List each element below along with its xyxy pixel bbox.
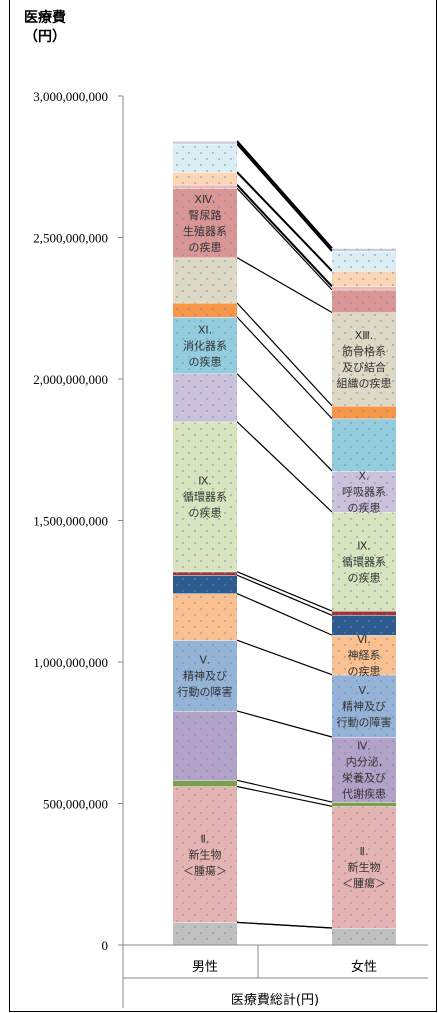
bar-segment-texture: [332, 270, 396, 287]
connector-line: [236, 592, 333, 636]
bar-segment-texture: [173, 317, 237, 374]
connector-line: [236, 921, 333, 929]
segment-label: Ⅹ.呼吸器系の疾患: [342, 469, 386, 514]
y-tick-label: 1,000,000,000: [33, 655, 108, 670]
bar-segment-texture: [332, 512, 396, 612]
segment-label: Ⅸ.循環器系の疾患: [183, 475, 227, 520]
connector-line: [236, 785, 333, 807]
bar-segment-texture: [332, 674, 396, 737]
y-tick-label: 2,500,000,000: [33, 231, 108, 246]
bar-segment-texture: [173, 593, 237, 641]
bar-segment-texture: [332, 802, 396, 807]
connector-line: [236, 184, 333, 288]
bar-segment-texture: [173, 172, 237, 185]
bar-segment-texture: [332, 635, 396, 675]
bar-segment-texture: [173, 421, 237, 572]
bar-segment-texture: [173, 373, 237, 422]
connector-line: [236, 187, 333, 291]
y-axis-title-line: （円）: [24, 29, 66, 45]
x-category-label: 男性: [192, 960, 218, 975]
connector-line: [236, 421, 333, 513]
segment-label: Ⅴ.精神及び行動の障害: [178, 654, 233, 699]
connector-line: [236, 574, 333, 616]
axes: 0 500,000,000 1,000,000,000 1,500,000,000 2,…: [33, 89, 428, 1008]
connector-line: [236, 710, 333, 738]
bar-segment-texture: [173, 780, 237, 787]
bar-segment-texture: [173, 575, 237, 594]
bar-segment-texture: [332, 418, 396, 471]
bar-segment-texture: [332, 312, 396, 406]
x-axis-title: 医療費総計(円): [231, 992, 319, 1008]
y-axis-title: 医療費 （円）: [24, 9, 66, 47]
bar-segment-texture: [173, 571, 237, 576]
bar-segment-texture: [332, 248, 396, 252]
bar-segment-texture: [332, 286, 396, 290]
bar-segment-texture: [173, 710, 237, 781]
segment-label: ⅩⅢ.筋骨格系及び結合組織の疾患: [337, 329, 392, 390]
bar-segment-texture: [332, 615, 396, 636]
bar-segment-texture: [332, 611, 396, 616]
bar-segment-texture: [173, 188, 237, 258]
y-tick-label: 500,000,000: [43, 797, 108, 812]
y-tick-label: 0: [102, 938, 109, 953]
segment-label: Ⅵ.神経系の疾患: [348, 633, 381, 678]
connector-line: [236, 639, 333, 676]
connector-line: [236, 373, 333, 472]
segment-label: Ⅸ.循環器系の疾患: [342, 540, 386, 585]
bar-segment-texture: [332, 736, 396, 803]
segment-label: ⅩⅠ.消化器系の疾患: [183, 323, 227, 368]
bar-segment-texture: [173, 922, 237, 945]
bar-segment-texture: [173, 640, 237, 711]
segment-label: ⅩⅣ.腎尿路生殖器系の疾患: [183, 193, 227, 254]
y-tick-label: 2,000,000,000: [33, 372, 108, 387]
bar-segment-texture: [173, 140, 237, 144]
connector-line: [236, 257, 333, 314]
connector-line: [236, 571, 333, 612]
bar-segment-texture: [332, 405, 396, 419]
segment-label: Ⅴ.精神及び行動の障害: [337, 684, 392, 729]
connector-line: [236, 316, 333, 420]
connector-line: [236, 140, 333, 249]
bar-segment-texture: [332, 806, 396, 929]
connector-line: [236, 143, 333, 252]
connector-line: [236, 302, 333, 407]
segment-labels: Ⅱ.新生物＜腫瘍＞ Ⅱ.新生物＜腫瘍＞ Ⅳ.内分泌,栄養及び代謝疾患 Ⅴ.精神及び行動…: [178, 193, 392, 890]
bar-segments: [173, 140, 396, 945]
y-tick-label: 3,000,000,000: [33, 89, 108, 104]
segment-label: Ⅱ.新生物＜腫瘍＞: [183, 832, 227, 877]
segment-label: Ⅱ.新生物＜腫瘍＞: [342, 845, 386, 890]
connector-lines: [236, 140, 333, 929]
connector-line: [236, 779, 333, 803]
bar-segment-texture: [173, 184, 237, 189]
x-category-label: 女性: [351, 959, 377, 975]
connector-line: [236, 171, 333, 272]
bar-segment-texture: [173, 143, 237, 173]
bar-segment-texture: [173, 257, 237, 303]
segment-label: Ⅳ.内分泌,栄養及び代謝疾患: [342, 740, 386, 801]
bar-segment-texture: [332, 289, 396, 313]
y-axis-title-line: 医療費: [24, 10, 66, 26]
bar-segment-texture: [173, 302, 237, 318]
bar-segment-texture: [332, 251, 396, 271]
chart-frame: [9, 0, 437, 1012]
y-tick-label: 1,500,000,000: [33, 514, 108, 529]
bar-segment-texture: [173, 786, 237, 923]
bar-segment-texture: [332, 928, 396, 945]
bar-segment-texture: [332, 470, 396, 513]
